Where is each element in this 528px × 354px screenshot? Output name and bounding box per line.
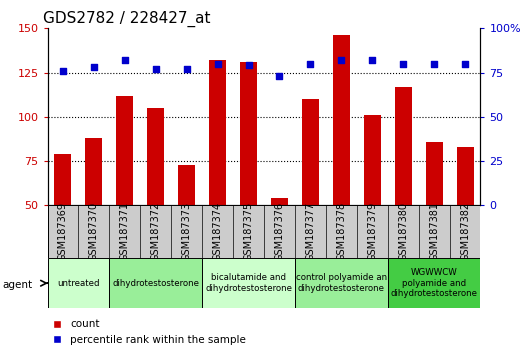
Bar — [202, 258, 295, 308]
Bar — [240, 62, 257, 294]
Point — [337, 57, 345, 63]
Legend: count, percentile rank within the sample: count, percentile rank within the sample — [42, 315, 250, 349]
Point — [306, 61, 315, 67]
Text: control polyamide an
dihydrotestosterone: control polyamide an dihydrotestosterone — [296, 274, 387, 293]
Bar — [295, 258, 388, 308]
Point — [90, 64, 98, 70]
Point — [120, 57, 129, 63]
Point — [59, 68, 67, 74]
Bar — [109, 258, 202, 308]
Point — [244, 63, 253, 68]
Text: GSM187380: GSM187380 — [398, 202, 408, 261]
Bar — [388, 258, 480, 308]
Bar — [147, 108, 164, 294]
Text: GSM187369: GSM187369 — [58, 202, 68, 261]
Text: GSM187370: GSM187370 — [89, 202, 99, 262]
Text: GSM187375: GSM187375 — [243, 202, 253, 262]
Text: GSM187378: GSM187378 — [336, 202, 346, 262]
Bar — [209, 60, 226, 294]
Text: untreated: untreated — [57, 279, 100, 288]
Point — [461, 61, 469, 67]
Text: GSM187373: GSM187373 — [182, 202, 192, 262]
Bar — [457, 147, 474, 294]
Text: GSM187379: GSM187379 — [367, 202, 377, 262]
Text: GSM187376: GSM187376 — [275, 202, 285, 262]
Bar — [86, 138, 102, 294]
Bar — [426, 142, 442, 294]
Text: GDS2782 / 228427_at: GDS2782 / 228427_at — [43, 11, 211, 27]
Point — [152, 66, 160, 72]
Bar — [178, 165, 195, 294]
Point — [430, 61, 438, 67]
Text: bicalutamide and
dihydrotestosterone: bicalutamide and dihydrotestosterone — [205, 274, 292, 293]
Text: GSM187372: GSM187372 — [151, 202, 161, 262]
Bar — [333, 35, 350, 294]
Bar — [271, 198, 288, 294]
Point — [183, 66, 191, 72]
Bar — [364, 115, 381, 294]
Text: GSM187371: GSM187371 — [120, 202, 130, 262]
Bar — [302, 99, 319, 294]
Text: GSM187377: GSM187377 — [305, 202, 315, 262]
Text: dihydrotestosterone: dihydrotestosterone — [112, 279, 199, 288]
Text: GSM187381: GSM187381 — [429, 202, 439, 261]
Text: GSM187374: GSM187374 — [213, 202, 223, 262]
Text: GSM187382: GSM187382 — [460, 202, 470, 262]
Point — [275, 73, 284, 79]
Text: WGWWCW
polyamide and
dihydrotestosterone: WGWWCW polyamide and dihydrotestosterone — [391, 268, 478, 298]
Bar — [116, 96, 134, 294]
Bar — [54, 154, 71, 294]
Point — [368, 57, 376, 63]
Point — [213, 61, 222, 67]
Text: agent: agent — [3, 280, 33, 290]
Bar — [394, 87, 412, 294]
Bar — [48, 258, 109, 308]
Point — [399, 61, 408, 67]
